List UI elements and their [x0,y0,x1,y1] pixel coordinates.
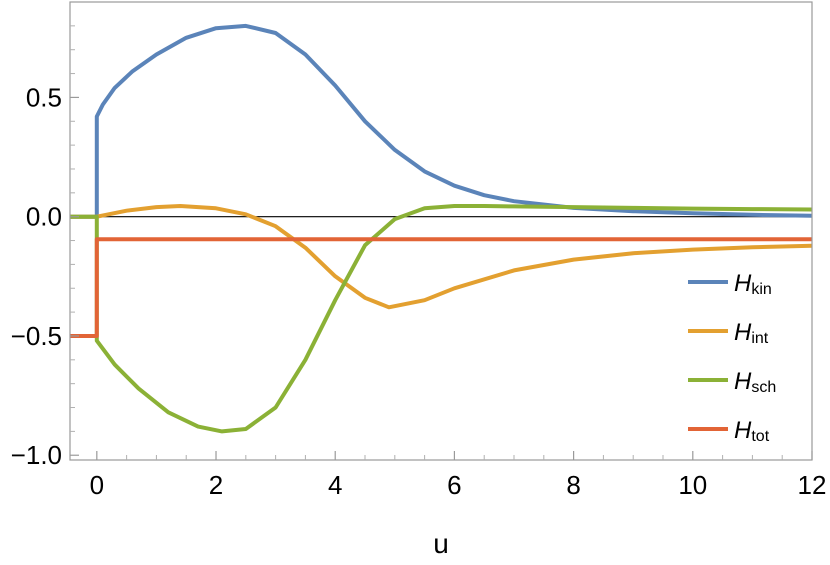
y-tick-label: −1.0 [11,440,62,470]
x-tick-label: 8 [566,470,580,500]
legend-label-int: Hint [734,319,769,347]
series-line-kin [70,23,813,219]
legend-label-tot: Htot [734,417,770,445]
legend-label-sch: Hsch [734,368,776,396]
y-tick-label: −0.5 [11,321,62,351]
plot-frame [69,1,813,461]
legend: Hkin Hint Hsch Htot [688,270,776,445]
legend-label-kin: Hkin [734,270,772,298]
x-tick-label: 4 [328,470,342,500]
series-line-tot [70,237,812,338]
y-tick-label: 0.0 [26,202,62,232]
x-tick-label: 10 [678,470,707,500]
x-tick-label: 2 [209,470,223,500]
series-line-int [70,204,813,310]
x-tick-label: 12 [798,470,827,500]
x-axis-label: u [433,528,449,559]
plot-frame-border [69,1,813,461]
x-tick-label: 0 [90,470,104,500]
y-tick-label: 0.5 [26,82,62,112]
series-line-sch [70,204,813,434]
series-layer [70,23,813,434]
tick-layer: 0 2 4 6 8 10 12 −1.0 −0.5 0.0 0.5 [11,25,827,500]
x-tick-label: 6 [447,470,461,500]
